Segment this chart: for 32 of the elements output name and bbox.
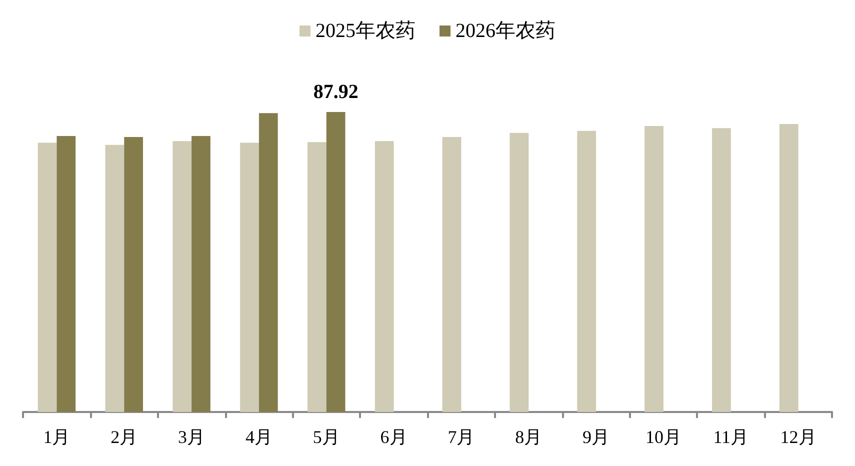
bar (38, 142, 57, 412)
bar (124, 136, 143, 412)
legend-label: 2026年农药 (456, 20, 556, 42)
bar (326, 112, 346, 412)
bar (105, 144, 124, 412)
bar (192, 136, 210, 412)
x-tick-label: 4月 (245, 427, 272, 447)
bar (577, 130, 596, 412)
x-tick-label: 11月 (713, 427, 749, 447)
bar (779, 124, 798, 412)
x-tick-label: 9月 (582, 427, 610, 447)
x-tick-label: 2月 (110, 427, 138, 447)
legend-label: 2025年农药 (316, 20, 416, 42)
x-tick-label: 10月 (645, 427, 682, 447)
x-tick-label: 8月 (515, 427, 542, 447)
bar (56, 136, 76, 412)
bar (374, 141, 394, 412)
x-tick-label: 12月 (780, 427, 816, 447)
bar (172, 141, 192, 412)
bar (442, 136, 462, 412)
data-label: 87.92 (313, 81, 358, 103)
x-tick-label: 6月 (380, 427, 408, 447)
bar (644, 126, 664, 412)
x-tick-label: 7月 (448, 427, 475, 447)
x-tick-label: 1月 (43, 427, 70, 447)
bar (258, 113, 278, 412)
bar (308, 142, 326, 412)
x-tick-label: 3月 (178, 427, 206, 447)
bar (240, 142, 259, 412)
bar (712, 128, 731, 412)
bar (510, 132, 529, 412)
x-tick-label: 5月 (312, 427, 340, 447)
